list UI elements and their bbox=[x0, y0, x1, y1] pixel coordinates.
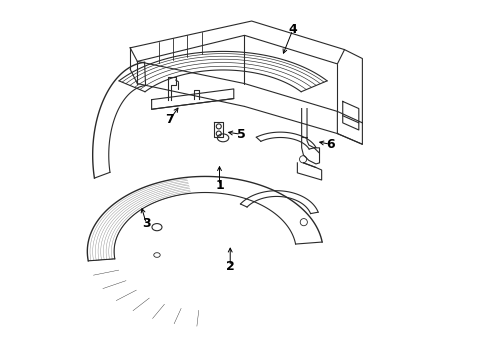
Text: 1: 1 bbox=[215, 179, 224, 192]
Text: 5: 5 bbox=[236, 128, 245, 141]
Text: 3: 3 bbox=[142, 217, 150, 230]
Text: 2: 2 bbox=[225, 260, 234, 273]
Text: 6: 6 bbox=[325, 138, 334, 151]
Text: 4: 4 bbox=[288, 23, 297, 36]
Text: 7: 7 bbox=[165, 113, 174, 126]
